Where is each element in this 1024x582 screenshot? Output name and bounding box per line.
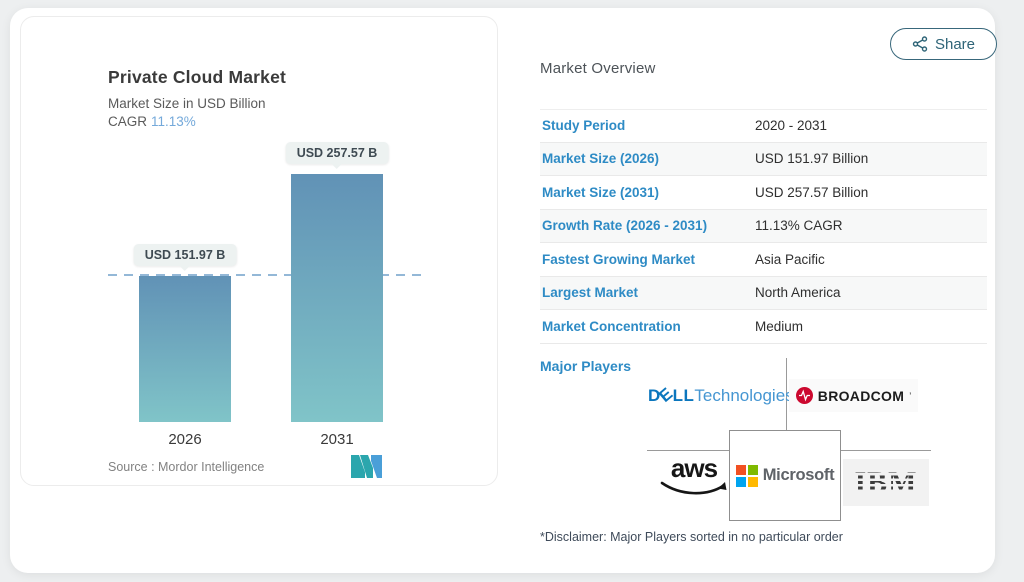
row-label: Growth Rate (2026 - 2031) [542,218,708,234]
ibm-stripes-overlay [843,459,929,506]
report-card: Private Cloud Market Market Size in USD … [10,8,997,573]
share-button[interactable]: Share [890,28,997,60]
reference-dashed-line [108,274,424,276]
overview-table: Study Period 2020 - 2031 Market Size (20… [540,109,987,344]
aws-smile-icon [660,481,727,495]
bar-chart: USD 151.97 B 2026 USD 257.57 B 2031 [21,17,497,485]
row-value: Asia Pacific [755,251,825,267]
aws-logo: aws [656,455,732,503]
bar-2031 [291,174,383,422]
table-row: Largest Market North America [540,276,987,310]
chart-subtitle: Market Size in USD Billion [108,96,266,111]
bar-value-label-2026: USD 151.97 B [133,244,237,266]
cagr-value: 11.13% [151,114,196,129]
chart-title: Private Cloud Market [108,67,287,87]
cagr-label: CAGR [108,114,148,129]
chart-panel: Private Cloud Market Market Size in USD … [20,16,498,486]
major-players-label: Major Players [540,358,632,374]
row-value: USD 151.97 Billion [755,151,869,167]
row-label: Market Size (2031) [542,184,660,200]
major-players-disclaimer: *Disclaimer: Major Players sorted in no … [540,530,843,544]
row-label: Study Period [542,118,626,134]
bar-value-label-2031: USD 257.57 B [285,142,389,164]
bar-2026 [139,276,231,422]
x-tick-2026: 2026 [168,431,202,448]
broadcom-logo: BROADCOM’ [789,379,918,412]
chart-cagr: CAGR 11.13% [108,114,196,129]
ibm-logo: IBM [843,459,929,506]
table-row: Market Size (2026) USD 151.97 Billion [540,142,987,176]
dell-technologies-logo: DELLTechnologies [648,383,794,406]
overview-heading: Market Overview [540,60,656,77]
table-row: Market Size (2031) USD 257.57 Billion [540,176,987,210]
row-label: Market Size (2026) [542,151,660,167]
x-tick-2031: 2031 [320,431,354,448]
share-button-label: Share [934,35,976,53]
row-value: 11.13% CAGR [755,218,843,234]
row-value: 2020 - 2031 [755,118,828,134]
microsoft-icon [735,464,758,487]
table-row: Growth Rate (2026 - 2031) 11.13% CAGR [540,209,987,243]
broadcom-icon [795,387,813,404]
table-row: Study Period 2020 - 2031 [540,109,987,143]
table-row: Fastest Growing Market Asia Pacific [540,243,987,277]
row-label: Fastest Growing Market [542,251,696,267]
table-row: Market Concentration Medium [540,310,987,344]
row-label: Largest Market [542,285,639,301]
source-attribution: Source : Mordor Intelligence [108,460,265,474]
row-value: Medium [755,318,804,334]
connector-line [786,358,787,430]
share-icon [912,36,928,52]
mordor-intelligence-logo [351,455,382,478]
row-value: North America [755,285,841,301]
row-label: Market Concentration [542,318,681,334]
row-value: USD 257.57 Billion [755,184,869,200]
microsoft-logo: Microsoft [729,430,841,521]
